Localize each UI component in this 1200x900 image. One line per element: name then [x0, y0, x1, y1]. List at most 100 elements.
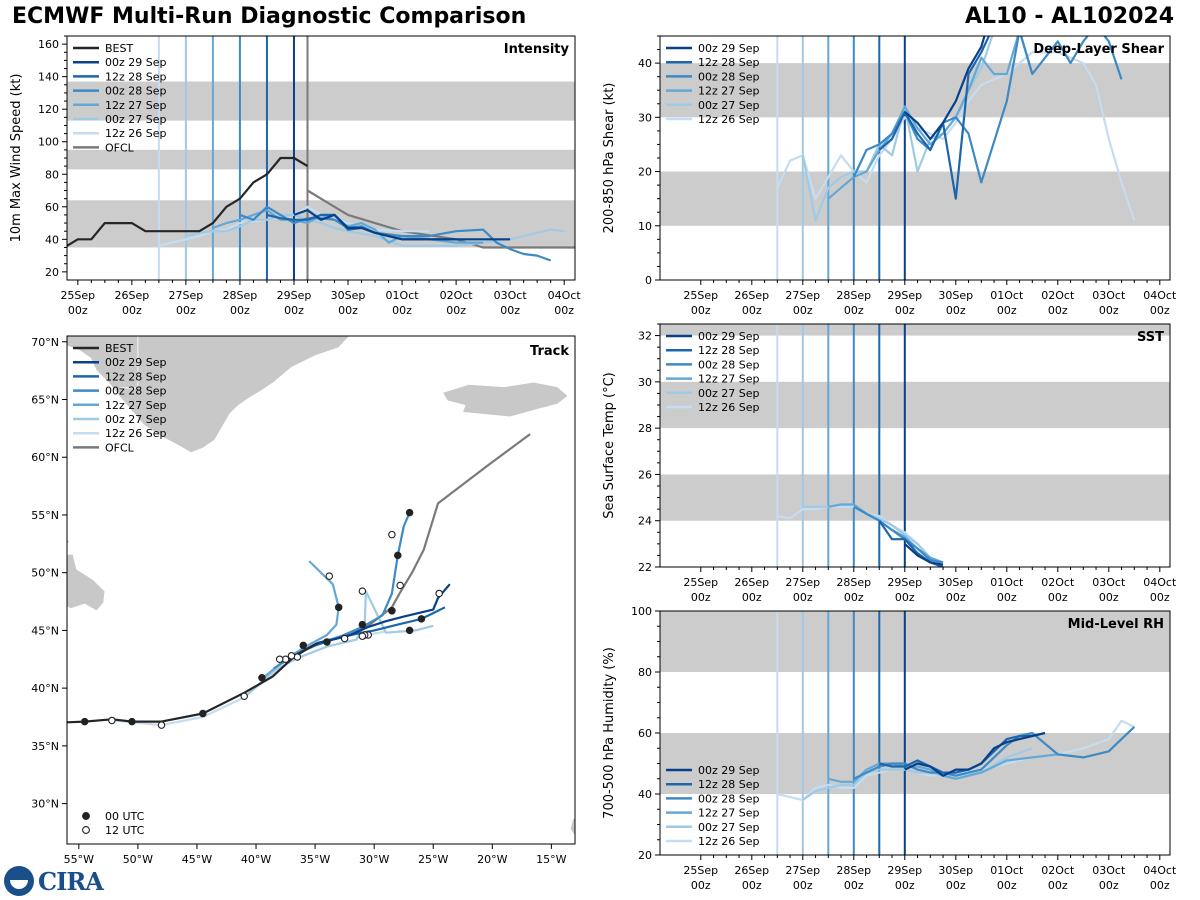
x-tick-label: 00z: [1048, 591, 1068, 604]
marker-12utc: [275, 655, 284, 664]
x-tick-label: 27Sep: [169, 289, 204, 302]
y-tick-label: 30°N: [31, 798, 59, 811]
x-tick-label: 00z: [1048, 879, 1068, 892]
x-tick-label: 00z: [1150, 591, 1170, 604]
deep-layer-shear-panel: 0 10 20 30 40 25Sep 00z 26Sep 00z 27Sep 00z 28Sep 00…: [602, 35, 1177, 317]
newfoundland-landmass: [67, 553, 106, 612]
x-tick-label: 00z: [1048, 304, 1068, 317]
y-tick-label: 40: [45, 233, 59, 246]
legend-label: 00z 29 Sep: [698, 330, 760, 343]
legend-label: 12z 26 Sep: [105, 127, 167, 140]
legend-label: 12 UTC: [105, 824, 145, 837]
x-tick-label: 25Sep: [683, 289, 718, 302]
y-tick-label: 35°N: [31, 740, 59, 753]
track-panel: 30°N 35°N 40°N 45°N 50°N 55°N 60°N 65°N 70°N 55°W…: [31, 335, 576, 866]
intensity-panel: 20 40 60 80 100 120 140 160 25Sep 00z 26Sep 00z 27Se…: [9, 35, 582, 317]
x-tick-label: 27Sep: [785, 289, 820, 302]
x-tick-label: 30°W: [359, 853, 389, 866]
y-tick-label: 40°N: [31, 682, 59, 695]
legend-label: BEST: [105, 342, 133, 355]
x-tick-label: 00z: [742, 879, 762, 892]
x-tick-label: 28Sep: [836, 576, 871, 589]
x-tick-label: 01Oct: [386, 289, 420, 302]
x-tick-label: 00z: [997, 304, 1017, 317]
y-tick-label: 10: [638, 220, 652, 233]
x-tick-label: 45°W: [182, 853, 212, 866]
x-tick-label: 55°W: [64, 853, 94, 866]
marker-12utc: [157, 721, 166, 729]
marker-12utc: [358, 632, 367, 640]
x-tick-label: 00z: [844, 879, 864, 892]
x-tick-label: 04Oct: [1143, 864, 1177, 877]
marker-00utc: [417, 615, 426, 623]
x-tick-label: 28Sep: [223, 289, 258, 302]
greenland-border: [120, 336, 139, 389]
legend-label: 12z 28 Sep: [698, 56, 760, 69]
y-tick-label: 60°N: [31, 451, 59, 464]
x-tick-label: 00z: [691, 304, 711, 317]
marker-12utc: [293, 653, 302, 661]
y-tick-label: 80: [45, 168, 59, 181]
y-tick-label: 28: [638, 422, 652, 435]
y-tick-label: 22: [638, 561, 652, 574]
legend-label: 00z 27 Sep: [698, 821, 760, 834]
x-tick-label: 35°W: [300, 853, 330, 866]
marker-00utc: [405, 626, 414, 635]
x-tick-label: 02Oct: [440, 289, 474, 302]
y-tick-label: 100: [38, 136, 59, 149]
shaded-band: [660, 611, 1170, 672]
y-tick-label: 40: [638, 788, 652, 801]
track-line-12z-28-sep: [296, 606, 446, 655]
x-tick-label: 50°W: [123, 853, 153, 866]
y-tick-label: 26: [638, 468, 652, 481]
marker-00utc: [405, 508, 414, 517]
legend-label: 12z 28 Sep: [105, 370, 167, 383]
x-tick-label: 01Oct: [990, 864, 1024, 877]
y-tick-label: 30: [638, 111, 652, 124]
marker-12utc: [358, 587, 367, 595]
shaded-band: [67, 81, 575, 121]
x-tick-label: 30Sep: [938, 576, 973, 589]
series-line-12z-27-sep: [827, 36, 1034, 200]
storm-id: AL10 - AL102024: [965, 4, 1174, 29]
x-tick-label: 00z: [1150, 879, 1170, 892]
x-tick-label: 00z: [946, 304, 966, 317]
x-tick-label: 00z: [895, 879, 915, 892]
x-tick-label: 00z: [997, 879, 1017, 892]
x-tick-label: 00z: [284, 304, 304, 317]
legend-label: OFCL: [105, 441, 135, 454]
legend-label: 12z 27 Sep: [698, 807, 760, 820]
panel-title: Deep-Layer Shear: [1033, 42, 1164, 57]
x-tick-label: 00z: [793, 304, 813, 317]
series-line-00z-27-sep: [185, 213, 565, 247]
x-tick-label: 04Oct: [548, 289, 582, 302]
track-line-12z-26-sep: [114, 630, 387, 727]
x-tick-label: 00z: [392, 304, 412, 317]
x-tick-label: 00z: [946, 591, 966, 604]
legend-label: 00z 29 Sep: [698, 42, 760, 55]
plot-frame: [659, 323, 1171, 568]
x-tick-label: 00z: [793, 591, 813, 604]
legend-label: 00z 28 Sep: [105, 85, 167, 98]
legend-label: 12z 28 Sep: [698, 344, 760, 357]
legend-marker-12utc: [82, 826, 90, 834]
x-tick-label: 00z: [793, 879, 813, 892]
x-tick-label: 29Sep: [277, 289, 312, 302]
panel-title: Intensity: [504, 42, 570, 57]
marker-12utc: [396, 581, 404, 590]
cira-logo: CIRA: [4, 864, 104, 898]
y-tick-label: 120: [38, 103, 59, 116]
x-tick-label: 03Oct: [1092, 576, 1126, 589]
x-tick-label: 00z: [122, 304, 142, 317]
marker-12utc: [340, 634, 349, 643]
x-tick-label: 26Sep: [734, 576, 769, 589]
marker-00utc: [334, 603, 343, 612]
y-tick-label: 32: [638, 330, 652, 343]
x-tick-label: 00z: [742, 591, 762, 604]
legend-label: 00z 29 Sep: [105, 56, 167, 69]
plot-frame: [66, 335, 576, 845]
x-tick-label: 00z: [1099, 879, 1119, 892]
x-tick-label: 00z: [895, 304, 915, 317]
x-tick-label: 00z: [68, 304, 88, 317]
